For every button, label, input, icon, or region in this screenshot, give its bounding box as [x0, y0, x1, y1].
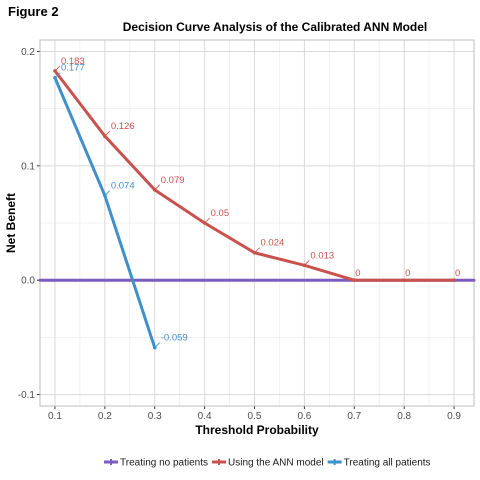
data-label: 0: [405, 268, 410, 279]
data-point: [402, 278, 406, 282]
legend-label: Treating no patients: [120, 458, 208, 469]
data-label-leader: [104, 130, 111, 137]
data-label: 0.013: [310, 250, 334, 261]
y-tick-label: -0.1: [18, 390, 36, 401]
x-tick-label: 0.3: [148, 411, 162, 422]
data-label-leader: [304, 260, 310, 266]
y-tick-label: 0.1: [21, 161, 35, 172]
legend-label: Treating all patients: [344, 458, 431, 469]
data-label-leader: [104, 190, 111, 196]
data-label-leader: [54, 72, 61, 79]
data-label: 0.177: [61, 63, 85, 74]
data-label: 0.074: [111, 181, 135, 192]
x-tick-label: 0.9: [447, 411, 461, 422]
data-label: 0.183: [61, 56, 85, 67]
data-label-leader: [154, 184, 161, 191]
y-tick-label: 0.0: [21, 276, 35, 287]
data-label-leader: [54, 65, 61, 72]
data-label: 0: [455, 268, 460, 279]
figure-label: Figure 2: [8, 4, 59, 19]
data-label-leader: [254, 247, 260, 254]
data-label: 0.079: [161, 175, 185, 186]
x-tick-label: 0.1: [48, 411, 62, 422]
x-tick-label: 0.5: [248, 411, 262, 422]
chart-title: Decision Curve Analysis of the Calibrate…: [123, 20, 428, 34]
legend-label: Using the ANN model: [228, 458, 324, 469]
data-label: 0.126: [111, 121, 135, 132]
data-point: [452, 278, 456, 282]
x-axis-title: Threshold Probability: [195, 423, 319, 437]
data-label: 0: [355, 268, 360, 279]
x-tick-label: 0.6: [297, 411, 311, 422]
y-axis-title: Net Beneft: [4, 193, 18, 253]
plot-border: [39, 39, 475, 407]
data-label: 0.024: [261, 238, 285, 249]
x-tick-label: 0.8: [397, 411, 411, 422]
data-label: -0.059: [161, 333, 188, 344]
data-label-leader: [154, 342, 161, 348]
data-point: [352, 278, 357, 282]
data-label-leader: [204, 217, 210, 224]
y-tick-label: 0.2: [21, 47, 35, 58]
x-tick-label: 0.7: [347, 411, 361, 422]
x-tick-label: 0.2: [98, 411, 112, 422]
data-label: 0.05: [211, 208, 230, 219]
x-tick-label: 0.4: [198, 411, 212, 422]
